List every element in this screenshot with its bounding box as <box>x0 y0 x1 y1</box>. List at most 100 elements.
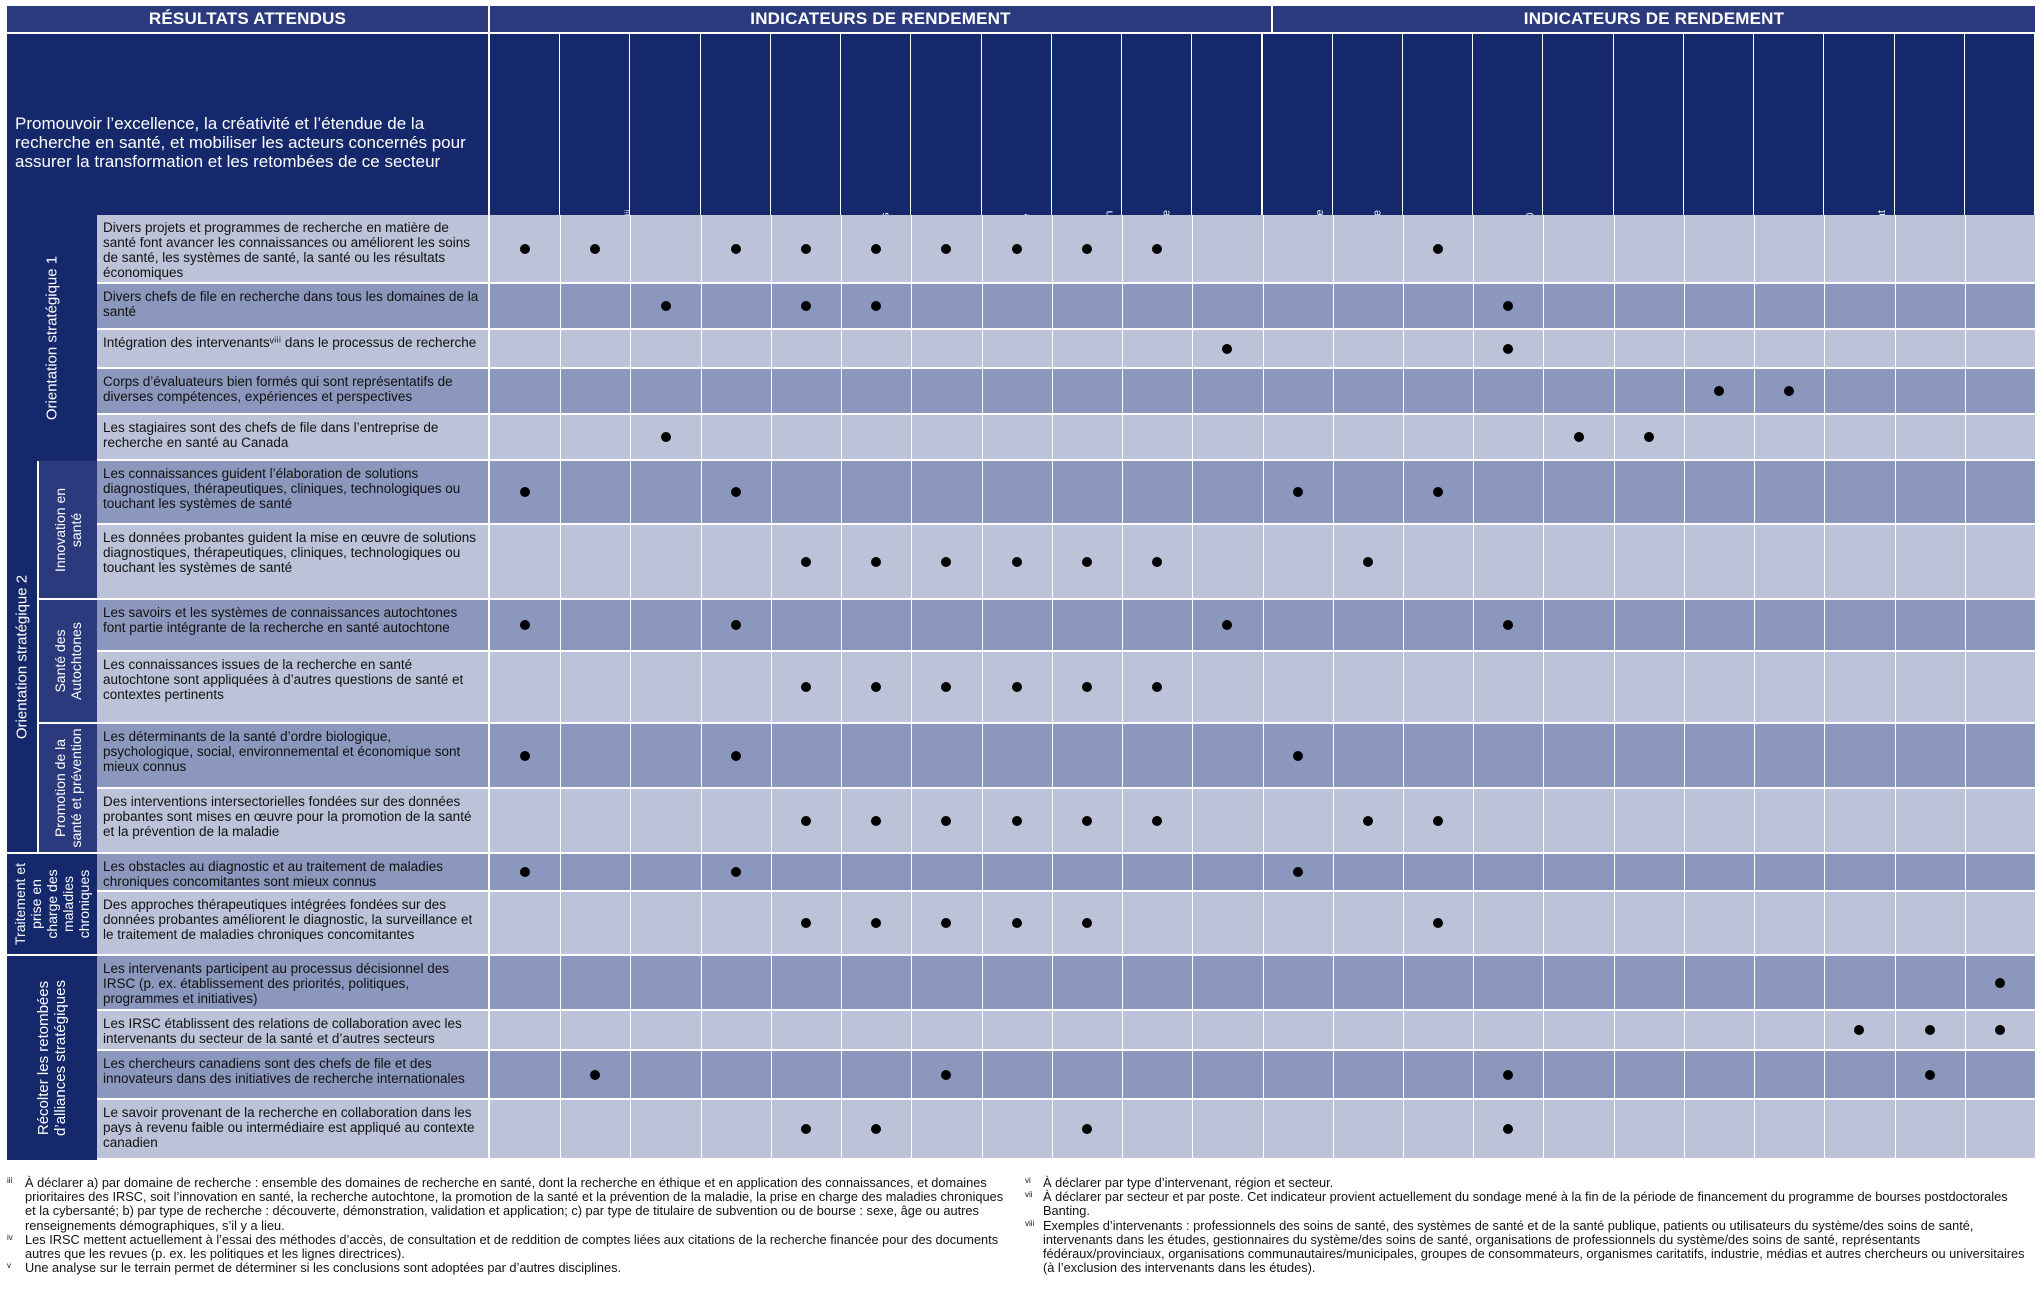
indicator-dot <box>1854 1025 1865 1035</box>
indicator-dot <box>1503 301 1514 311</box>
indicator-dot <box>1152 815 1163 826</box>
indicator-dot <box>801 1124 812 1134</box>
indicator-dot <box>871 918 882 928</box>
grid-line <box>560 215 562 1160</box>
column-header: Nombre de chercheurs financés ⁱⁱⁱ <box>624 34 701 374</box>
indicator-dot <box>660 432 671 442</box>
indicators-header-1: INDICATEURS DE RENDEMENT <box>490 6 1273 34</box>
indicator-dot <box>590 1069 601 1080</box>
column-header: Analyse des coauteurs de publications ⁱⁱ… <box>1454 34 1544 374</box>
grid-line <box>770 215 772 1160</box>
indicator-dot <box>1713 386 1724 396</box>
subgroup-label: Innovation en santé <box>52 487 84 572</box>
expected-result: Corps d’évaluateurs bien formés qui sont… <box>97 369 490 413</box>
column-header: % des subventions faisant état de la com… <box>1371 34 1474 374</box>
indicator-dot <box>1362 556 1373 567</box>
column-header: Moyenne des citations relatives (MCR) ⁱⁱ… <box>963 34 1052 374</box>
grid-line <box>1824 215 1826 1160</box>
column-header: Analyse des citations par domaine de rec… <box>822 34 912 374</box>
grid-line <box>1754 215 1756 1160</box>
footnote: vi À déclarer par type d’intervenant, rég… <box>1025 1175 1334 1190</box>
indicator-dot <box>1011 918 1022 928</box>
footnote: v Une analyse sur le terrain permet de dé… <box>7 1260 622 1276</box>
indicator-dot <box>660 301 671 311</box>
expected-result: Intégration des intervenantsᵛⁱⁱⁱ dans le… <box>97 330 490 367</box>
expected-result: Les connaissances issues de la recherche… <box>97 652 490 722</box>
indicator-dot <box>1081 815 1092 826</box>
footnote: iv Les IRSC mettent actuellement à l’essa… <box>7 1231 999 1262</box>
indicator-dot <box>1433 243 1444 254</box>
column-header: % d’affectations d’évaluateurs approprié… <box>1735 34 1825 374</box>
indicator-dot <box>730 243 741 254</box>
indicator-dot <box>1152 243 1163 254</box>
subgroup-promotion: Promotion de la santé et prévention <box>39 724 97 852</box>
group-label: Récolter les retombées d’alliances strat… <box>35 980 69 1136</box>
indicator-dot <box>801 815 812 826</box>
grid-line <box>630 215 632 1160</box>
indicator-dot <box>1222 620 1233 630</box>
indicator-dot <box>941 682 952 692</box>
grid-line <box>841 215 843 1160</box>
subgroup-label: Santé des Autochtones <box>52 622 84 700</box>
grid-line <box>1894 215 1896 1160</box>
expected-result: Les chercheurs canadiens sont des chefs … <box>97 1051 490 1098</box>
indicator-dot <box>941 815 952 826</box>
group-chronic: Traitement et prise en charge des maladi… <box>7 854 97 954</box>
column-header: Nombre d’intervenants siégeant aux comit… <box>1933 34 2035 374</box>
indicator-dot <box>730 487 741 497</box>
footnotes-right: vi À déclarer par type d’intervenant, rég… <box>1025 1175 2033 1276</box>
column-header: % des subventions signalant une contribu… <box>1020 34 1123 374</box>
indicator-dot <box>520 867 531 877</box>
expected-result: Les données probantes guident la mise en… <box>97 525 490 598</box>
indicator-dot <box>1292 867 1303 877</box>
expected-result: Les savoirs et les systèmes de connaissa… <box>97 600 490 650</box>
column-header: Part des 5 % des articles les plus cités… <box>880 34 982 374</box>
column-header: Nombre d’ententes de partenariat ᵛⁱ <box>1876 34 1965 374</box>
group-alliances: Récolter les retombées d’alliances strat… <box>7 956 97 1160</box>
indicator-dot <box>1152 682 1163 692</box>
subgroup-innovation: Innovation en santé <box>39 461 97 598</box>
grid-line <box>1332 215 1334 1160</box>
grid-line <box>1683 215 1685 1160</box>
column-header: Nombre de subventions ⁱⁱⁱ <box>554 34 631 374</box>
column-header: % des dépenses ⁱⁱⁱ <box>484 34 561 374</box>
indicator-dot <box>941 1069 952 1080</box>
indicator-dot <box>1081 682 1092 692</box>
indicator-dot <box>871 682 882 692</box>
column-header: % des stagiaires obtenant une bourse pos… <box>1512 34 1614 374</box>
indicator-dot <box>871 815 882 826</box>
indicator-dot <box>1643 432 1654 442</box>
grid-line <box>1262 215 1264 1160</box>
footnote: viii Exemples d’intervenants : profession… <box>1025 1217 2025 1276</box>
indicator-dot <box>1011 243 1022 254</box>
column-header: Nombre de publications ⁱᵛ <box>694 34 771 374</box>
grid-line <box>911 215 913 1160</box>
expected-result: Les IRSC établissent des relations de co… <box>97 1011 490 1049</box>
indicator-dot <box>1011 556 1022 567</box>
indicator-dot <box>1503 620 1514 630</box>
indicator-dot <box>1433 918 1444 928</box>
column-header: % des subventions faisant état de la par… <box>1161 34 1263 374</box>
indicator-dot <box>1362 815 1373 826</box>
grid-line <box>1122 215 1124 1160</box>
indicator-dot <box>1994 1025 2005 1035</box>
column-header: % des subventions faisant état d’une nou… <box>1219 34 1333 374</box>
expected-result: Divers projets et programmes de recherch… <box>97 215 490 282</box>
expected-result: Les intervenants participent au processu… <box>97 956 490 1009</box>
group-label: Orientation stratégique 2 <box>13 574 31 739</box>
column-header: Ratio d’investissement IRSC-partenaires … <box>1805 34 1895 374</box>
expected-result: Les connaissances guident l’élaboration … <box>97 461 490 523</box>
indicator-dot <box>801 243 812 254</box>
indicator-dot <box>871 301 882 311</box>
expected-result: Divers chefs de file en recherche dans t… <box>97 284 490 328</box>
grid-line <box>981 215 983 1160</box>
expected-result: Les obstacles au diagnostic et au traite… <box>97 854 490 890</box>
indicator-dot <box>1433 815 1444 826</box>
indicator-dot <box>1152 556 1163 567</box>
footnote: iii À déclarer a) par domaine de recherch… <box>7 1175 1004 1233</box>
indicator-dot <box>941 243 952 254</box>
group-label: Traitement et prise en charge des maladi… <box>12 863 92 945</box>
indicator-dot <box>520 620 531 630</box>
grid-line <box>1051 215 1053 1160</box>
group-label: Orientation stratégique 1 <box>43 255 61 421</box>
